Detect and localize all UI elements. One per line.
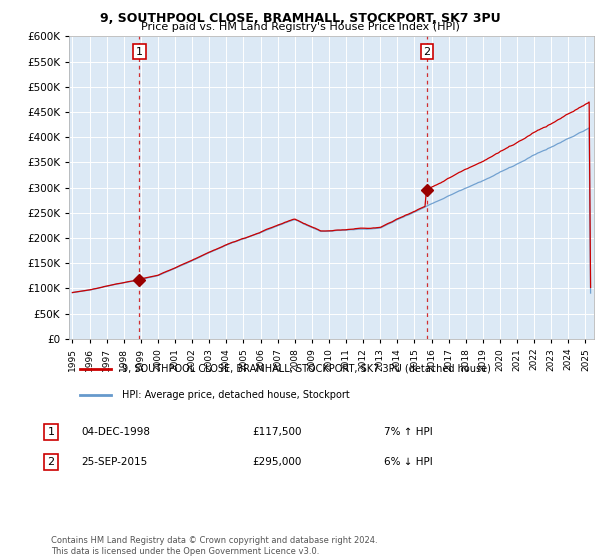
Text: 1: 1 xyxy=(136,46,143,57)
Text: 2: 2 xyxy=(47,457,55,467)
Text: 25-SEP-2015: 25-SEP-2015 xyxy=(81,457,147,467)
Text: 7% ↑ HPI: 7% ↑ HPI xyxy=(384,427,433,437)
Text: £117,500: £117,500 xyxy=(252,427,302,437)
Text: 2: 2 xyxy=(424,46,430,57)
Text: 04-DEC-1998: 04-DEC-1998 xyxy=(81,427,150,437)
Text: 6% ↓ HPI: 6% ↓ HPI xyxy=(384,457,433,467)
Text: Contains HM Land Registry data © Crown copyright and database right 2024.
This d: Contains HM Land Registry data © Crown c… xyxy=(51,536,377,556)
Text: 9, SOUTHPOOL CLOSE, BRAMHALL, STOCKPORT, SK7 3PU: 9, SOUTHPOOL CLOSE, BRAMHALL, STOCKPORT,… xyxy=(100,12,500,25)
Text: £295,000: £295,000 xyxy=(252,457,301,467)
Text: Price paid vs. HM Land Registry's House Price Index (HPI): Price paid vs. HM Land Registry's House … xyxy=(140,22,460,32)
Text: HPI: Average price, detached house, Stockport: HPI: Average price, detached house, Stoc… xyxy=(121,390,349,400)
Text: 9, SOUTHPOOL CLOSE, BRAMHALL, STOCKPORT, SK7 3PU (detached house): 9, SOUTHPOOL CLOSE, BRAMHALL, STOCKPORT,… xyxy=(121,364,490,374)
Text: 1: 1 xyxy=(47,427,55,437)
